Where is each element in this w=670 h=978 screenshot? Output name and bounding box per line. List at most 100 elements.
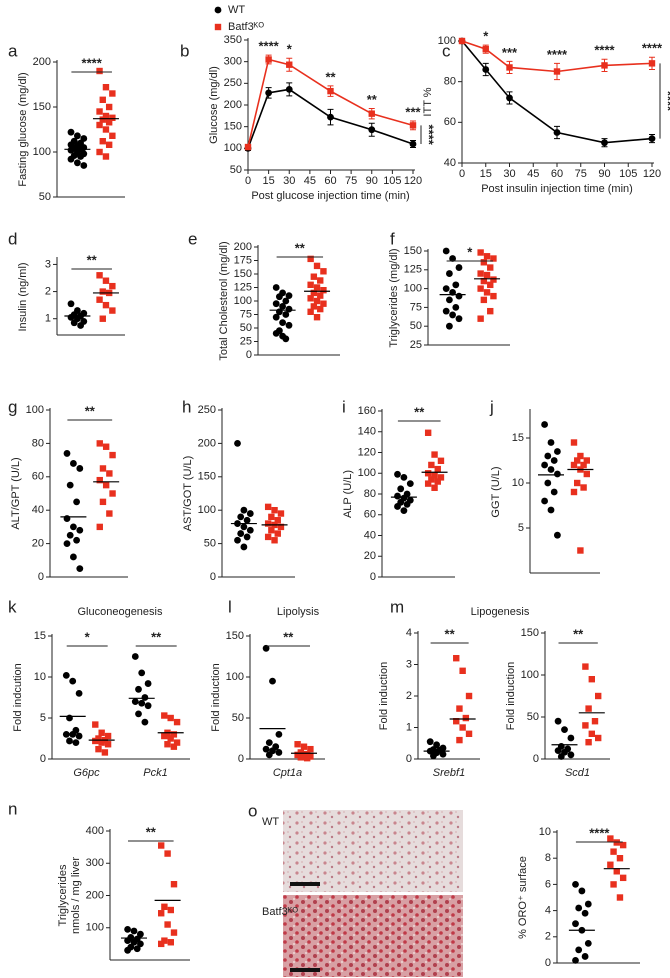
dot (67, 128, 75, 136)
y-tick-label: 120 (358, 446, 376, 458)
y-axis-label: Insulin (ng/ml) (17, 262, 29, 331)
sig-label: ** (87, 252, 98, 267)
y-tick-label: 40 (444, 157, 456, 169)
chart-title: Gluconeogenesis (77, 606, 163, 618)
dot (313, 262, 321, 270)
dot (544, 452, 552, 460)
y-tick-label: 6 (545, 878, 551, 890)
dot (578, 887, 586, 895)
dot (161, 903, 168, 910)
dot (141, 718, 149, 726)
dot (431, 451, 438, 458)
dot (170, 743, 178, 750)
dot (102, 84, 110, 91)
dot (105, 141, 113, 148)
y-tick-label: 200 (86, 889, 104, 901)
dot (272, 330, 280, 337)
dot (70, 553, 77, 561)
dot (619, 874, 627, 882)
dot (648, 135, 656, 143)
y-tick-label: 3 (406, 658, 412, 670)
y-tick-label: 0 (40, 753, 46, 765)
dot (164, 741, 171, 748)
dot (104, 741, 112, 748)
dot (243, 516, 251, 524)
y-axis-label: Total Cholesterol (mg/dl) (218, 241, 230, 360)
y-tick-label: 25 (240, 335, 252, 347)
y-tick-label: 2 (45, 285, 51, 297)
y-tick-label: 20 (32, 538, 44, 550)
dot (158, 910, 165, 917)
panel-letter: h (182, 397, 191, 416)
y-tick-label: 75 (240, 308, 252, 320)
dot (170, 731, 178, 738)
dot (482, 45, 489, 53)
y-tick-label: 0 (406, 753, 412, 765)
dot (92, 721, 99, 728)
dot (69, 677, 77, 685)
dot (109, 490, 116, 497)
dot (98, 739, 105, 746)
dot (307, 308, 314, 315)
dot (269, 677, 276, 685)
dot (63, 450, 71, 457)
dot (613, 868, 620, 875)
y-tick-label: 50 (232, 712, 244, 724)
dot (294, 751, 301, 759)
dot (400, 474, 408, 481)
y-tick-label: 4 (406, 627, 412, 639)
sig-label: ** (414, 404, 425, 419)
y-axis-label: ALT/GPT (U/L) (10, 457, 22, 529)
dot (70, 319, 78, 327)
dot (567, 734, 575, 742)
dot (453, 718, 460, 725)
dot (317, 277, 324, 284)
panel-letter: j (489, 397, 494, 416)
dot (95, 745, 102, 753)
dot (307, 295, 314, 302)
image-label: Batf3ᴷᴼ (262, 906, 298, 918)
y-tick-label: 200 (33, 56, 51, 68)
dot (102, 443, 110, 450)
x-tick-label: 15 (480, 168, 492, 180)
y-tick-label: 5 (40, 712, 46, 724)
dot (610, 881, 617, 888)
y-axis-label: Triglycerides (mg/dl) (388, 248, 400, 347)
sig-label: * (85, 629, 91, 644)
dot (409, 140, 417, 148)
dot (275, 749, 283, 756)
dot (424, 470, 432, 477)
dot (575, 904, 583, 912)
dot (99, 96, 106, 103)
dot (173, 718, 181, 726)
dot (282, 297, 290, 305)
dot (610, 848, 617, 855)
panel-letter: e (188, 229, 197, 248)
y-tick-label: 100 (86, 922, 104, 934)
y-tick-label: 15 (34, 630, 46, 642)
dot (446, 296, 453, 304)
dot (70, 523, 77, 531)
dot (304, 754, 311, 762)
dot (99, 498, 107, 506)
y-tick-label: 3 (45, 258, 51, 270)
dot (262, 745, 270, 753)
dot (307, 281, 314, 288)
dot (240, 543, 248, 551)
dot (99, 465, 107, 472)
dot (104, 732, 112, 740)
x-axis-label: Post insulin injection time (min) (481, 183, 633, 195)
dot (574, 457, 581, 464)
dot (462, 714, 470, 722)
y-tick-label: 150 (198, 471, 216, 483)
dot (406, 480, 414, 488)
dot (575, 946, 583, 954)
y-tick-label: 0 (370, 571, 376, 583)
dot (455, 264, 463, 271)
y-tick-label: 100 (26, 404, 44, 416)
sig-label: *** (502, 45, 518, 60)
dot (459, 724, 466, 731)
dot (572, 956, 579, 964)
dot (465, 692, 473, 700)
y-tick-label: 80 (364, 488, 376, 500)
